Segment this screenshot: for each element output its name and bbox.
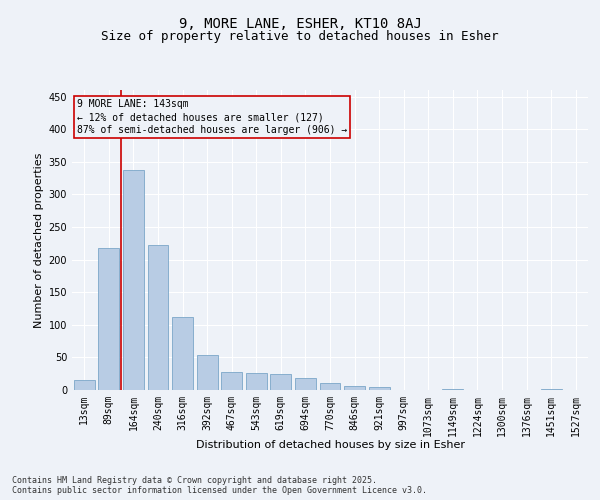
Bar [148, 245, 169, 390]
Y-axis label: Number of detached properties: Number of detached properties [34, 152, 44, 328]
Bar [98, 248, 119, 390]
Bar [221, 372, 242, 390]
Bar [197, 355, 218, 390]
Bar [541, 388, 562, 390]
X-axis label: Distribution of detached houses by size in Esher: Distribution of detached houses by size … [196, 440, 464, 450]
Bar [368, 386, 389, 390]
Bar [320, 384, 340, 390]
Bar [172, 317, 193, 390]
Bar [123, 170, 144, 390]
Bar [344, 386, 365, 390]
Bar [74, 380, 95, 390]
Text: Contains HM Land Registry data © Crown copyright and database right 2025.
Contai: Contains HM Land Registry data © Crown c… [12, 476, 427, 495]
Bar [246, 373, 267, 390]
Bar [271, 374, 292, 390]
Text: 9, MORE LANE, ESHER, KT10 8AJ: 9, MORE LANE, ESHER, KT10 8AJ [179, 18, 421, 32]
Bar [295, 378, 316, 390]
Bar [442, 388, 463, 390]
Text: 9 MORE LANE: 143sqm
← 12% of detached houses are smaller (127)
87% of semi-detac: 9 MORE LANE: 143sqm ← 12% of detached ho… [77, 99, 347, 136]
Text: Size of property relative to detached houses in Esher: Size of property relative to detached ho… [101, 30, 499, 43]
